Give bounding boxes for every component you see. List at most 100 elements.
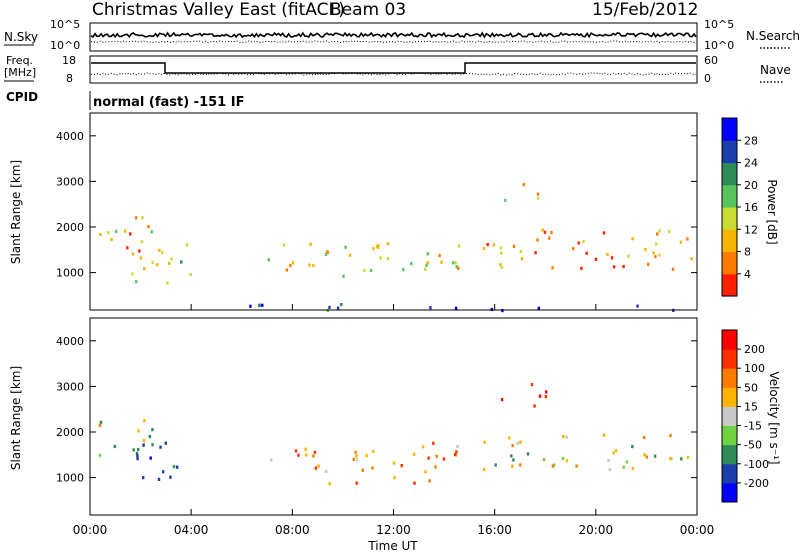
- heatmap-cell: [156, 263, 159, 267]
- beam-label: Beam 03: [330, 0, 406, 20]
- freq-series: [91, 62, 696, 74]
- heatmap-cell: [658, 229, 661, 233]
- velocity-y-axis-label: Slant Range [km]: [9, 366, 23, 470]
- heatmap-cell: [585, 251, 588, 255]
- heatmap-cell: [510, 454, 513, 458]
- heatmap-cell: [124, 229, 127, 233]
- heatmap-cell: [500, 265, 504, 269]
- x-tick-label: 08:00: [275, 523, 310, 537]
- heatmap-cell: [361, 468, 364, 472]
- heatmap-cell: [482, 246, 486, 251]
- heatmap-cell: [530, 383, 534, 387]
- noise-left-tick-bottom: 10^0: [50, 39, 80, 52]
- heatmap-cell: [143, 419, 146, 423]
- heatmap-cell: [536, 238, 539, 242]
- heatmap-cell: [289, 263, 292, 267]
- heatmap-cell: [151, 260, 154, 264]
- heatmap-cell: [291, 261, 295, 265]
- heatmap-cell: [426, 261, 429, 265]
- heatmap-cell: [483, 467, 486, 472]
- heatmap-cell: [654, 255, 657, 259]
- power-y-ticks: 1000 2000 3000 4000: [56, 130, 697, 280]
- velocity-panel-frame: [89, 317, 698, 516]
- power-heatmap: [99, 183, 693, 313]
- heatmap-cell: [294, 449, 298, 453]
- heatmap-cell: [622, 465, 625, 469]
- power-panel-frame: [89, 112, 698, 311]
- heatmap-cell: [519, 249, 523, 254]
- heatmap-cell: [162, 470, 165, 474]
- colorbar-swatch: [722, 251, 737, 275]
- colorbar-swatch: [722, 162, 737, 186]
- heatmap-cell: [342, 274, 345, 278]
- x-tick-label: 16:00: [477, 523, 512, 537]
- heatmap-cell: [612, 265, 616, 269]
- heatmap-cell: [536, 196, 540, 200]
- heatmap-cell: [455, 450, 458, 454]
- heatmap-cell: [314, 466, 317, 470]
- heatmap-cell: [98, 453, 102, 457]
- heatmap-cell: [456, 445, 459, 449]
- noise-right-label: N.Search: [746, 29, 800, 43]
- heatmap-cell: [565, 435, 568, 439]
- heatmap-cell: [452, 261, 455, 265]
- heatmap-cell: [580, 266, 583, 270]
- heatmap-cell: [544, 395, 548, 399]
- heatmap-cell: [551, 266, 554, 270]
- heatmap-cell: [670, 457, 673, 461]
- heatmap-cell: [614, 449, 618, 453]
- noise-left-tick-top: 10^5: [50, 18, 80, 31]
- heatmap-cell: [553, 463, 556, 467]
- heatmap-cell: [424, 267, 427, 271]
- noise-search-series: [90, 40, 697, 44]
- heatmap-cell: [258, 304, 261, 308]
- heatmap-cell: [172, 465, 176, 469]
- heatmap-cell: [355, 458, 359, 462]
- heatmap-cell: [131, 252, 135, 256]
- heatmap-cell: [455, 265, 458, 269]
- heatmap-cell: [526, 452, 530, 456]
- heatmap-cell: [483, 440, 486, 444]
- heatmap-cell: [159, 445, 162, 449]
- freq-panel-frame: [89, 55, 698, 84]
- heatmap-cell: [680, 457, 683, 461]
- colorbar-tick-label: 8: [744, 246, 751, 259]
- heatmap-cell: [454, 261, 457, 265]
- heatmap-cell: [325, 469, 328, 473]
- heatmap-cell: [550, 231, 553, 235]
- heatmap-cell: [512, 244, 516, 248]
- heatmap-cell: [413, 481, 416, 485]
- y-tick-label: 1000: [56, 472, 84, 485]
- velocity-colorbar: 200 100 50 15 -15 -50 -100 -200: [721, 329, 769, 503]
- heatmap-cell: [99, 233, 102, 237]
- heatmap-cell: [457, 266, 460, 270]
- heatmap-cell: [189, 273, 192, 277]
- heatmap-cell: [565, 459, 569, 463]
- heatmap-cell: [606, 252, 609, 257]
- heatmap-cell: [136, 457, 139, 461]
- heatmap-cell: [607, 458, 610, 463]
- heatmap-cell: [504, 198, 507, 202]
- heatmap-cell: [107, 231, 110, 235]
- heatmap-cell: [99, 420, 103, 424]
- heatmap-cell: [562, 435, 565, 439]
- y-tick-label: 4000: [56, 130, 84, 143]
- heatmap-cell: [543, 230, 547, 234]
- heatmap-cell: [652, 251, 655, 255]
- heatmap-cell: [180, 260, 183, 264]
- heatmap-cell: [537, 306, 540, 310]
- heatmap-cell: [643, 435, 646, 440]
- heatmap-cell: [98, 423, 102, 427]
- heatmap-cell: [608, 468, 611, 472]
- heatmap-cell: [410, 262, 413, 266]
- heatmap-cell: [669, 434, 672, 438]
- heatmap-cell: [340, 303, 343, 307]
- heatmap-cell: [261, 303, 264, 307]
- colorbar-swatch: [722, 118, 737, 141]
- heatmap-cell: [134, 216, 138, 220]
- noise-sky-series: [90, 31, 697, 39]
- colorbar-swatch: [722, 349, 737, 369]
- power-colorbar-title: Power [dB]: [765, 179, 779, 244]
- heatmap-cell: [297, 453, 300, 457]
